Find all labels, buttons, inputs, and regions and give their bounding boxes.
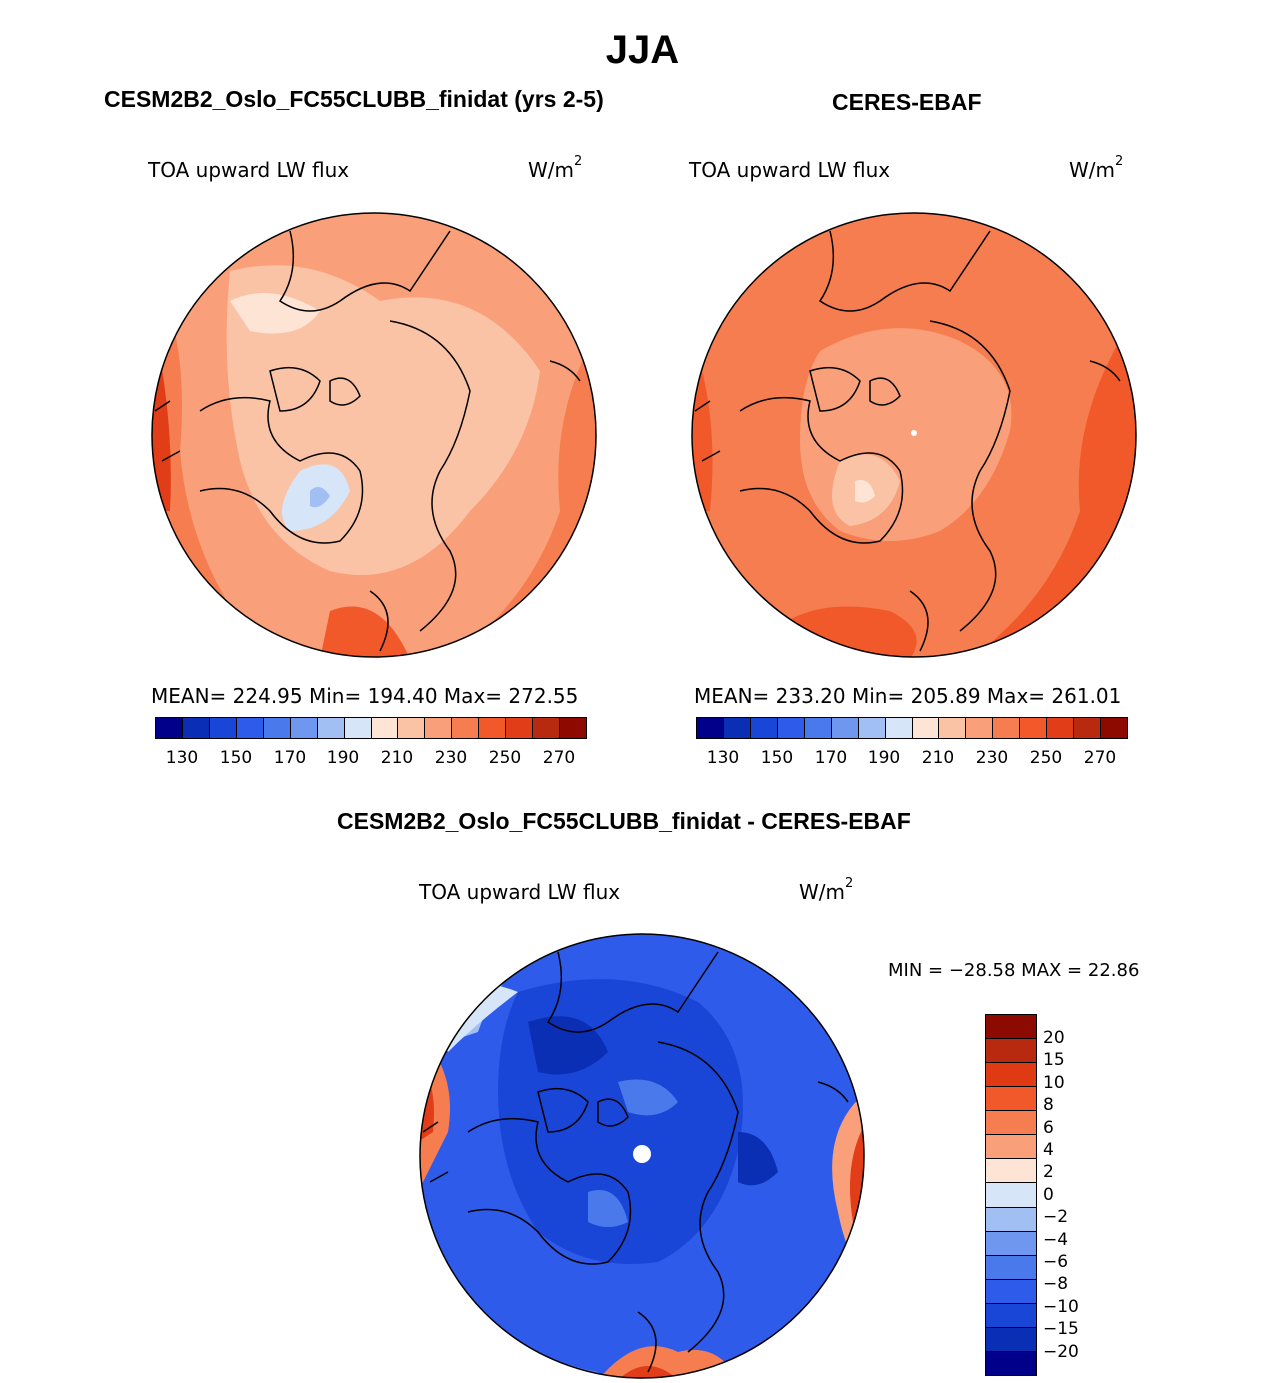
colorbar-box [885, 718, 913, 738]
obs-colorbar-tick: 150 [760, 748, 794, 768]
colorbar-box [398, 718, 426, 738]
colorbar-box [986, 1087, 1036, 1112]
colorbar-box [506, 718, 534, 738]
colorbar-box [560, 718, 586, 738]
diff-colorbar-tick: 6 [1043, 1118, 1054, 1138]
colorbar-box [290, 718, 318, 738]
obs-colorbar-tick: 250 [1029, 748, 1063, 768]
colorbar-box [479, 718, 507, 738]
colorbar-box [939, 718, 967, 738]
model-stats: MEAN= 224.95 Min= 194.40 Max= 272.55 [151, 684, 579, 708]
colorbar-box [858, 718, 886, 738]
colorbar-box [209, 718, 237, 738]
colorbar-box [425, 718, 453, 738]
model-colorbar-tick: 230 [434, 748, 468, 768]
colorbar-box [723, 718, 751, 738]
colorbar-box [986, 1279, 1036, 1304]
obs-panel-title: CERES-EBAF [832, 89, 982, 115]
obs-colorbar-tick: 190 [867, 748, 901, 768]
diff-units-label: W/m2 [799, 876, 854, 904]
colorbar-box [986, 1351, 1036, 1375]
colorbar-box [804, 718, 832, 738]
colorbar-box [986, 1063, 1036, 1088]
colorbar-box [986, 1015, 1036, 1040]
obs-colorbar-tick: 130 [706, 748, 740, 768]
obs-colorbar [696, 717, 1128, 739]
model-colorbar-tick: 130 [165, 748, 199, 768]
model-colorbar-tick: 210 [380, 748, 414, 768]
obs-map [691, 212, 1137, 658]
colorbar-box [317, 718, 345, 738]
diff-colorbar-tick: −4 [1043, 1230, 1069, 1250]
diff-minmax: MIN = −28.58 MAX = 22.86 [888, 960, 1140, 981]
model-colorbar-tick: 190 [326, 748, 360, 768]
model-colorbar-tick: 150 [219, 748, 253, 768]
colorbar-box [986, 1111, 1036, 1136]
diff-colorbar [985, 1014, 1037, 1376]
colorbar-box [986, 1159, 1036, 1184]
model-units-label: W/m2 [528, 154, 583, 182]
model-colorbar-tick: 270 [542, 748, 576, 768]
colorbar-box [966, 718, 994, 738]
model-colorbar [155, 717, 587, 739]
diff-colorbar-tick: 10 [1043, 1073, 1065, 1093]
colorbar-box [831, 718, 859, 738]
obs-stats: MEAN= 233.20 Min= 205.89 Max= 261.01 [694, 684, 1122, 708]
colorbar-box [533, 718, 561, 738]
colorbar-box [344, 718, 372, 738]
obs-colorbar-tick: 170 [814, 748, 848, 768]
colorbar-box [750, 718, 778, 738]
model-colorbar-tick: 170 [273, 748, 307, 768]
diff-variable-label: TOA upward LW flux [419, 880, 621, 904]
diff-colorbar-tick: −6 [1043, 1252, 1069, 1272]
model-panel-title: CESM2B2_Oslo_FC55CLUBB_finidat (yrs 2-5) [104, 86, 604, 112]
colorbar-box [993, 718, 1021, 738]
diff-colorbar-tick: 20 [1043, 1028, 1065, 1048]
colorbar-box [1020, 718, 1048, 738]
colorbar-box [986, 1231, 1036, 1256]
obs-variable-label: TOA upward LW flux [689, 158, 891, 182]
colorbar-box [986, 1207, 1036, 1232]
colorbar-box [986, 1303, 1036, 1328]
figure-title: JJA [605, 28, 680, 72]
colorbar-box [452, 718, 480, 738]
colorbar-box [986, 1255, 1036, 1280]
colorbar-box [371, 718, 399, 738]
colorbar-box [182, 718, 210, 738]
diff-map [419, 933, 865, 1379]
diff-panel-title: CESM2B2_Oslo_FC55CLUBB_finidat - CERES-E… [337, 808, 911, 834]
model-variable-label: TOA upward LW flux [148, 158, 350, 182]
obs-colorbar-tick: 230 [975, 748, 1009, 768]
obs-colorbar-tick: 270 [1083, 748, 1117, 768]
colorbar-box [986, 1039, 1036, 1064]
colorbar-box [986, 1327, 1036, 1352]
colorbar-box [986, 1183, 1036, 1208]
diff-colorbar-tick: 8 [1043, 1095, 1054, 1115]
diff-colorbar-tick: 15 [1043, 1050, 1065, 1070]
diff-colorbar-tick: 2 [1043, 1162, 1054, 1182]
diff-colorbar-tick: 0 [1043, 1185, 1054, 1205]
colorbar-box [986, 1135, 1036, 1160]
obs-units-label: W/m2 [1069, 154, 1124, 182]
colorbar-box [1074, 718, 1102, 738]
diff-colorbar-tick: −10 [1043, 1297, 1079, 1317]
diff-colorbar-tick: −8 [1043, 1274, 1069, 1294]
colorbar-box [156, 718, 183, 738]
colorbar-box [912, 718, 940, 738]
colorbar-box [1047, 718, 1075, 738]
colorbar-box [263, 718, 291, 738]
colorbar-box [236, 718, 264, 738]
diff-colorbar-tick: −2 [1043, 1207, 1069, 1227]
diff-colorbar-tick: −15 [1043, 1319, 1079, 1339]
diff-colorbar-tick: 4 [1043, 1140, 1054, 1160]
obs-colorbar-tick: 210 [921, 748, 955, 768]
colorbar-box [777, 718, 805, 738]
diff-colorbar-tick: −20 [1043, 1342, 1079, 1362]
model-map [151, 212, 597, 658]
model-colorbar-tick: 250 [488, 748, 522, 768]
colorbar-box [1101, 718, 1127, 738]
colorbar-box [697, 718, 724, 738]
